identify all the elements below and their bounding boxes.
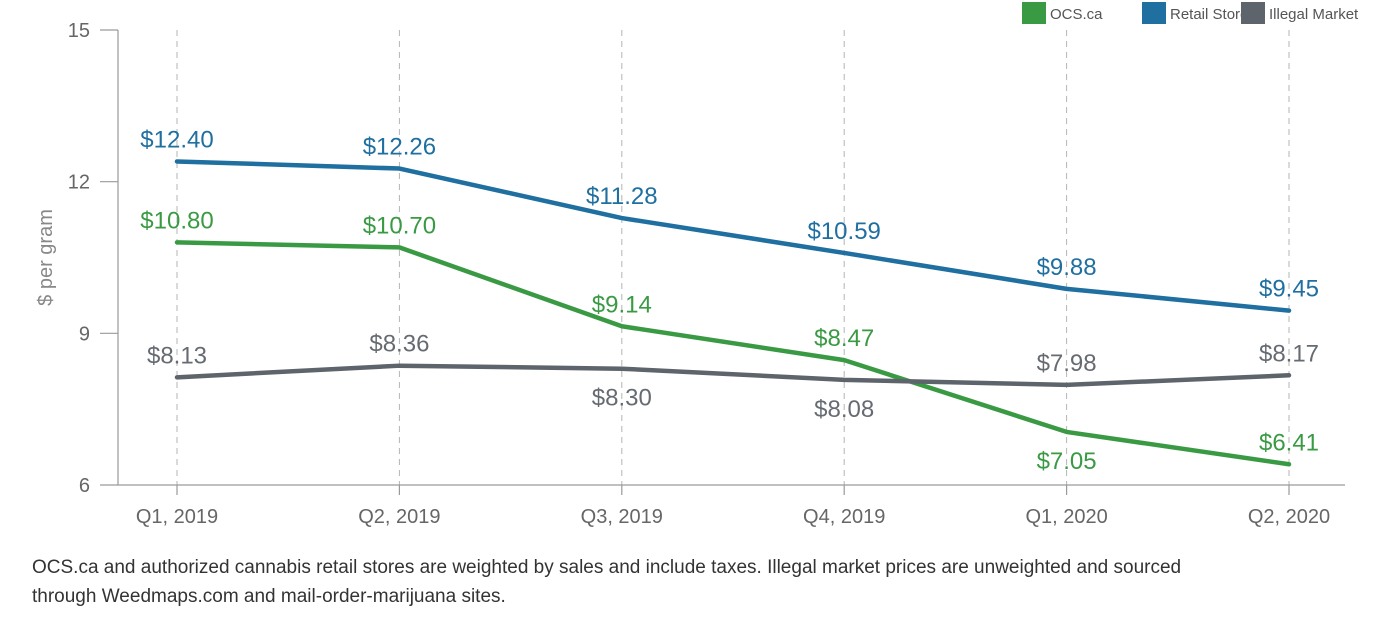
x-tick-label-4: Q4, 2019 xyxy=(803,506,885,528)
data-label-illegal-market-6: $8.17 xyxy=(1259,340,1319,367)
data-label-ocs-ca-6: $6.41 xyxy=(1259,429,1319,456)
data-label-illegal-market-4: $8.08 xyxy=(814,396,874,423)
data-label-retail-stores-6: $9.45 xyxy=(1259,276,1319,303)
line-chart: 6 9 12 15 Q1, 2019 Q2, 2019 Q3, 2019 Q4, 2019 Q1… xyxy=(35,2,1359,528)
series-line-retail-stores xyxy=(174,159,1292,313)
y-tick-label-6: 6 xyxy=(79,475,90,497)
data-labels: $10.80 $10.70 $9.14 $8.47 $7.05 $6.41 $12.40 $1… xyxy=(140,126,1319,474)
data-label-illegal-market-2: $8.36 xyxy=(369,331,429,358)
x-tick-label-3: Q3, 2019 xyxy=(581,506,663,528)
y-axis-title: $ per gram xyxy=(35,209,57,306)
x-tick-label-5: Q1, 2020 xyxy=(1025,506,1107,528)
data-label-ocs-ca-3: $9.14 xyxy=(592,291,652,318)
series-line-illegal-market xyxy=(174,363,1292,388)
y-tick-label-9: 9 xyxy=(79,323,90,345)
data-label-retail-stores-5: $9.88 xyxy=(1037,254,1097,281)
data-label-illegal-market-5: $7.98 xyxy=(1037,350,1097,377)
axes: 6 9 12 15 Q1, 2019 Q2, 2019 Q3, 2019 Q4, 2019 Q1… xyxy=(35,20,1345,528)
x-tick-label-6: Q2, 2020 xyxy=(1248,506,1330,528)
x-tick-label-2: Q2, 2019 xyxy=(358,506,440,528)
data-label-illegal-market-1: $8.13 xyxy=(147,342,207,369)
legend-swatch-ocs-ca xyxy=(1022,2,1046,24)
data-label-retail-stores-1: $12.40 xyxy=(140,126,213,153)
footnote-line-1: OCS.ca and authorized cannabis retail st… xyxy=(32,557,1182,578)
legend-label-illegal-market: Illegal Market xyxy=(1269,6,1359,23)
legend-label-ocs-ca: OCS.ca xyxy=(1050,6,1103,23)
footnote: OCS.ca and authorized cannabis retail st… xyxy=(32,553,1332,611)
series-lines xyxy=(174,159,1292,467)
legend-swatch-retail-stores xyxy=(1142,2,1166,24)
data-label-ocs-ca-1: $10.80 xyxy=(140,207,213,234)
x-tick-label-1: Q1, 2019 xyxy=(136,506,218,528)
data-label-retail-stores-3: $11.28 xyxy=(586,183,658,210)
legend-swatch-illegal-market xyxy=(1241,2,1265,24)
legend: OCS.ca Retail Stores Illegal Market xyxy=(1022,2,1359,24)
y-tick-label-12: 12 xyxy=(68,172,90,194)
data-label-illegal-market-3: $8.30 xyxy=(592,385,652,412)
y-tick-label-15: 15 xyxy=(68,20,90,42)
legend-label-retail-stores: Retail Stores xyxy=(1170,6,1256,23)
series-line-ocs-ca xyxy=(174,240,1292,467)
footnote-line-2: through Weedmaps.com and mail-order-mari… xyxy=(32,586,506,607)
data-label-ocs-ca-5: $7.05 xyxy=(1037,448,1097,475)
gridlines xyxy=(176,30,1290,485)
data-label-ocs-ca-4: $8.47 xyxy=(814,325,874,352)
data-label-ocs-ca-2: $10.70 xyxy=(363,212,436,239)
data-label-retail-stores-2: $12.26 xyxy=(363,134,436,161)
data-label-retail-stores-4: $10.59 xyxy=(807,218,880,245)
